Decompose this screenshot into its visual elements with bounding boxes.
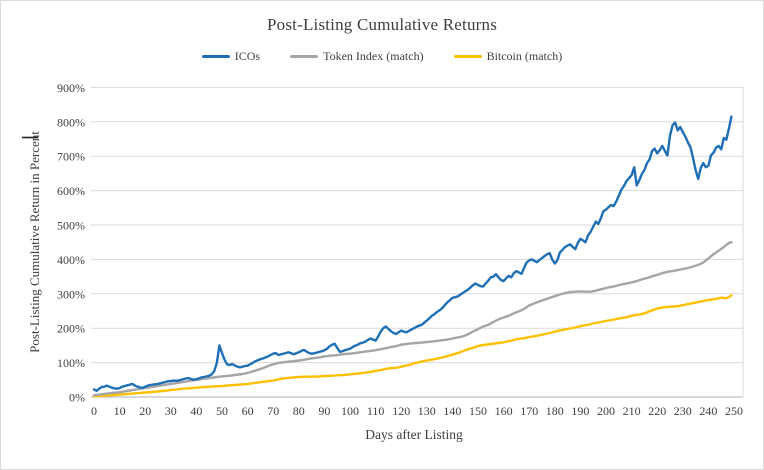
y-axis-title: Post-Listing Cumulative Return in Percen… [27,131,42,353]
svg-text:30: 30 [165,404,177,418]
svg-text:300%: 300% [57,287,85,301]
svg-text:600%: 600% [57,184,85,198]
svg-text:180: 180 [546,404,564,418]
svg-text:0: 0 [91,404,97,418]
svg-text:210: 210 [623,404,641,418]
legend-label-icos: ICOs [234,49,261,63]
svg-text:20: 20 [139,404,151,418]
svg-text:120: 120 [392,404,410,418]
svg-text:230: 230 [674,404,692,418]
legend-label-bitcoin: Bitcoin (match) [486,49,563,63]
svg-text:0%: 0% [69,391,85,405]
bitcoin-line-swatch-icon [453,55,482,58]
series-lines [92,115,733,398]
svg-text:250: 250 [725,404,743,418]
svg-text:130: 130 [418,404,436,418]
svg-text:160: 160 [495,404,513,418]
svg-text:700%: 700% [57,150,85,164]
svg-text:400%: 400% [57,253,85,267]
svg-text:90: 90 [318,404,330,418]
svg-text:220: 220 [648,404,666,418]
svg-text:100%: 100% [57,356,85,370]
svg-text:50: 50 [216,404,228,418]
svg-text:150: 150 [469,404,487,418]
svg-text:200: 200 [597,404,615,418]
chart-title: Post-Listing Cumulative Returns [266,15,498,34]
legend-item-token-index: Token Index (match) [290,49,424,64]
svg-text:110: 110 [367,404,385,418]
svg-text:500%: 500% [57,219,85,233]
y-axis-tick-labels: 0% 100% 200% 300% 400% 500% 600% 700% 800% 900% [57,81,85,405]
icos-line-swatch-icon [201,55,230,58]
svg-text:40: 40 [190,404,202,418]
svg-text:200%: 200% [57,322,85,336]
x-axis-tick-labels: 0 10 20 30 40 50 60 70 80 90 100 110 120 130 140 150 160… [91,404,743,418]
legend-label-token-index: Token Index (match) [323,49,424,63]
svg-text:900%: 900% [57,81,85,95]
token-index-line-swatch-icon [290,55,319,58]
svg-text:60: 60 [242,404,254,418]
svg-text:80: 80 [293,404,305,418]
x-axis-title: Days after Listing [365,427,463,442]
svg-text:800%: 800% [57,115,85,129]
legend-item-bitcoin: Bitcoin (match) [453,49,563,64]
svg-text:70: 70 [267,404,279,418]
svg-text:100: 100 [341,404,359,418]
svg-text:140: 140 [443,404,461,418]
gridlines [91,86,744,398]
svg-text:10: 10 [114,404,126,418]
svg-text:170: 170 [520,404,538,418]
svg-text:190: 190 [571,404,589,418]
legend-item-icos: ICOs [201,49,261,64]
chart-legend: ICOs Token Index (match) Bitcoin (match) [1,49,763,64]
svg-text:240: 240 [699,404,717,418]
